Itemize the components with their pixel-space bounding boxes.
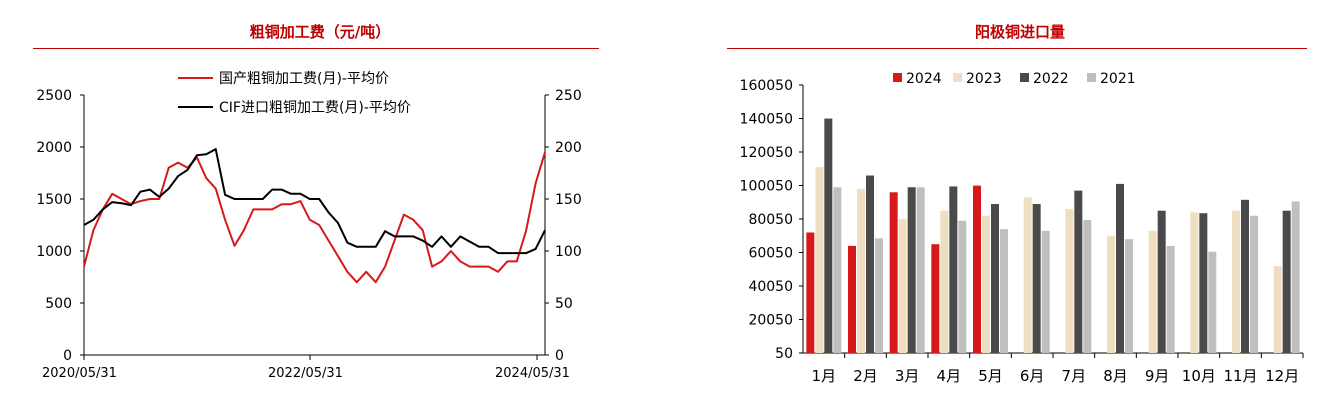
bar-legend-swatch-2021 <box>1087 73 1096 82</box>
bar-y-tick-label: 140050 <box>740 112 793 128</box>
bar-2022-4 <box>991 204 999 353</box>
bar-2021-1 <box>875 238 883 353</box>
bar-legend-label-2022: 2022 <box>1033 71 1069 87</box>
left-title-rule <box>33 48 599 49</box>
bar-2022-3 <box>949 186 958 353</box>
right-y-tick-label: 0 <box>555 348 564 364</box>
bar-x-tick-label: 11月 <box>1223 367 1257 385</box>
domestic-processing-fee-line <box>83 151 546 284</box>
bar-2022-11 <box>1282 210 1291 353</box>
bar-x-tick-label: 12月 <box>1265 367 1299 385</box>
bar-x-tick-label: 10月 <box>1182 367 1216 385</box>
bar-2021-8 <box>1166 245 1175 353</box>
bar-2022-5 <box>1032 204 1041 353</box>
left-y-tick-label: 0 <box>63 348 72 364</box>
bar-2023-0 <box>815 167 824 353</box>
bar-2021-6 <box>1083 219 1092 353</box>
left-y-tick-label: 500 <box>45 296 72 312</box>
right-y-tick-label: 200 <box>555 140 582 156</box>
legend-label-1: CIF进口粗铜加工费(月)-平均价 <box>219 100 411 116</box>
bar-2023-3 <box>940 210 949 353</box>
right-y-tick-label: 100 <box>555 244 582 260</box>
bar-y-tick-label: 80050 <box>748 212 793 228</box>
bar-2024-1 <box>848 245 856 353</box>
bar-legend-swatch-2024 <box>893 73 902 82</box>
bar-2023-1 <box>857 188 865 353</box>
bar-2023-10 <box>1232 210 1240 353</box>
legend-label-0: 国产粗铜加工费(月)-平均价 <box>219 71 389 87</box>
bar-y-tick-label: 100050 <box>740 179 793 195</box>
bar-2023-6 <box>1065 209 1074 353</box>
bar-2022-7 <box>1116 183 1124 353</box>
right-y-tick-label: 150 <box>555 192 582 208</box>
bar-2021-7 <box>1125 239 1133 353</box>
bar-x-tick-label: 5月 <box>978 367 1003 385</box>
bar-2024-3 <box>931 244 940 353</box>
bar-2021-2 <box>916 187 925 353</box>
bar-2022-6 <box>1074 190 1083 353</box>
bar-y-tick-label: 20050 <box>748 313 793 329</box>
bar-2023-8 <box>1148 230 1157 353</box>
bar-legend-label-2023: 2023 <box>966 71 1002 87</box>
bar-x-tick-label: 6月 <box>1020 367 1045 385</box>
bar-x-tick-label: 3月 <box>895 367 920 385</box>
x-tick-label: 2022/05/31 <box>268 366 343 381</box>
bar-x-tick-label: 1月 <box>812 367 837 385</box>
x-tick-label: 2024/05/31 <box>495 366 570 381</box>
bar-2023-11 <box>1273 265 1282 353</box>
bar-2022-2 <box>907 187 916 353</box>
bar-2021-10 <box>1250 215 1258 353</box>
bar-2023-4 <box>982 215 990 353</box>
bar-2021-3 <box>958 220 967 353</box>
bar-2023-7 <box>1107 235 1115 353</box>
bar-2024-4 <box>973 185 981 353</box>
bar-2022-8 <box>1157 210 1166 353</box>
bar-2021-9 <box>1208 251 1217 353</box>
bar-y-tick-label: 60050 <box>748 246 793 262</box>
bar-x-tick-label: 7月 <box>1062 367 1087 385</box>
bar-2021-0 <box>833 187 842 353</box>
bar-x-tick-label: 4月 <box>937 367 962 385</box>
left-y-tick-label: 2000 <box>36 140 72 156</box>
left-y-tick-label: 1500 <box>36 192 72 208</box>
bar-2023-5 <box>1023 197 1032 353</box>
bar-2023-9 <box>1190 212 1199 353</box>
bar-legend-swatch-2023 <box>953 73 962 82</box>
right-chart-title: 阳极铜进口量 <box>974 23 1065 41</box>
x-tick-label: 2020/05/31 <box>42 366 117 381</box>
bar-x-tick-label: 2月 <box>853 367 878 385</box>
bar-2022-1 <box>866 175 874 353</box>
bar-2021-5 <box>1041 230 1050 353</box>
bar-2022-9 <box>1199 213 1208 353</box>
bar-y-tick-label: 120050 <box>740 145 793 161</box>
bar-2022-0 <box>824 118 833 354</box>
left-chart-title: 粗铜加工费（元/吨） <box>249 23 391 41</box>
cif-import-processing-fee-line <box>83 148 546 255</box>
bar-2024-0 <box>806 232 815 353</box>
bar-legend-label-2024: 2024 <box>906 71 942 87</box>
bar-2021-4 <box>1000 229 1008 353</box>
bar-2021-11 <box>1291 201 1300 353</box>
bar-2022-10 <box>1241 199 1249 353</box>
left-y-tick-label: 1000 <box>36 244 72 260</box>
bar-2023-2 <box>898 219 907 353</box>
bar-y-tick-label: 40050 <box>748 279 793 295</box>
bar-y-tick-label: 50 <box>775 346 793 362</box>
bar-x-tick-label: 8月 <box>1103 367 1128 385</box>
bar-legend-swatch-2022 <box>1020 73 1029 82</box>
bar-legend-label-2021: 2021 <box>1100 71 1136 87</box>
right-y-tick-label: 250 <box>555 88 582 104</box>
right-y-tick-label: 50 <box>555 296 573 312</box>
right-title-rule <box>727 48 1307 49</box>
left-y-tick-label: 2500 <box>36 88 72 104</box>
bar-x-tick-label: 9月 <box>1145 367 1170 385</box>
bar-y-tick-label: 160050 <box>740 78 793 94</box>
bar-2024-2 <box>889 192 898 353</box>
